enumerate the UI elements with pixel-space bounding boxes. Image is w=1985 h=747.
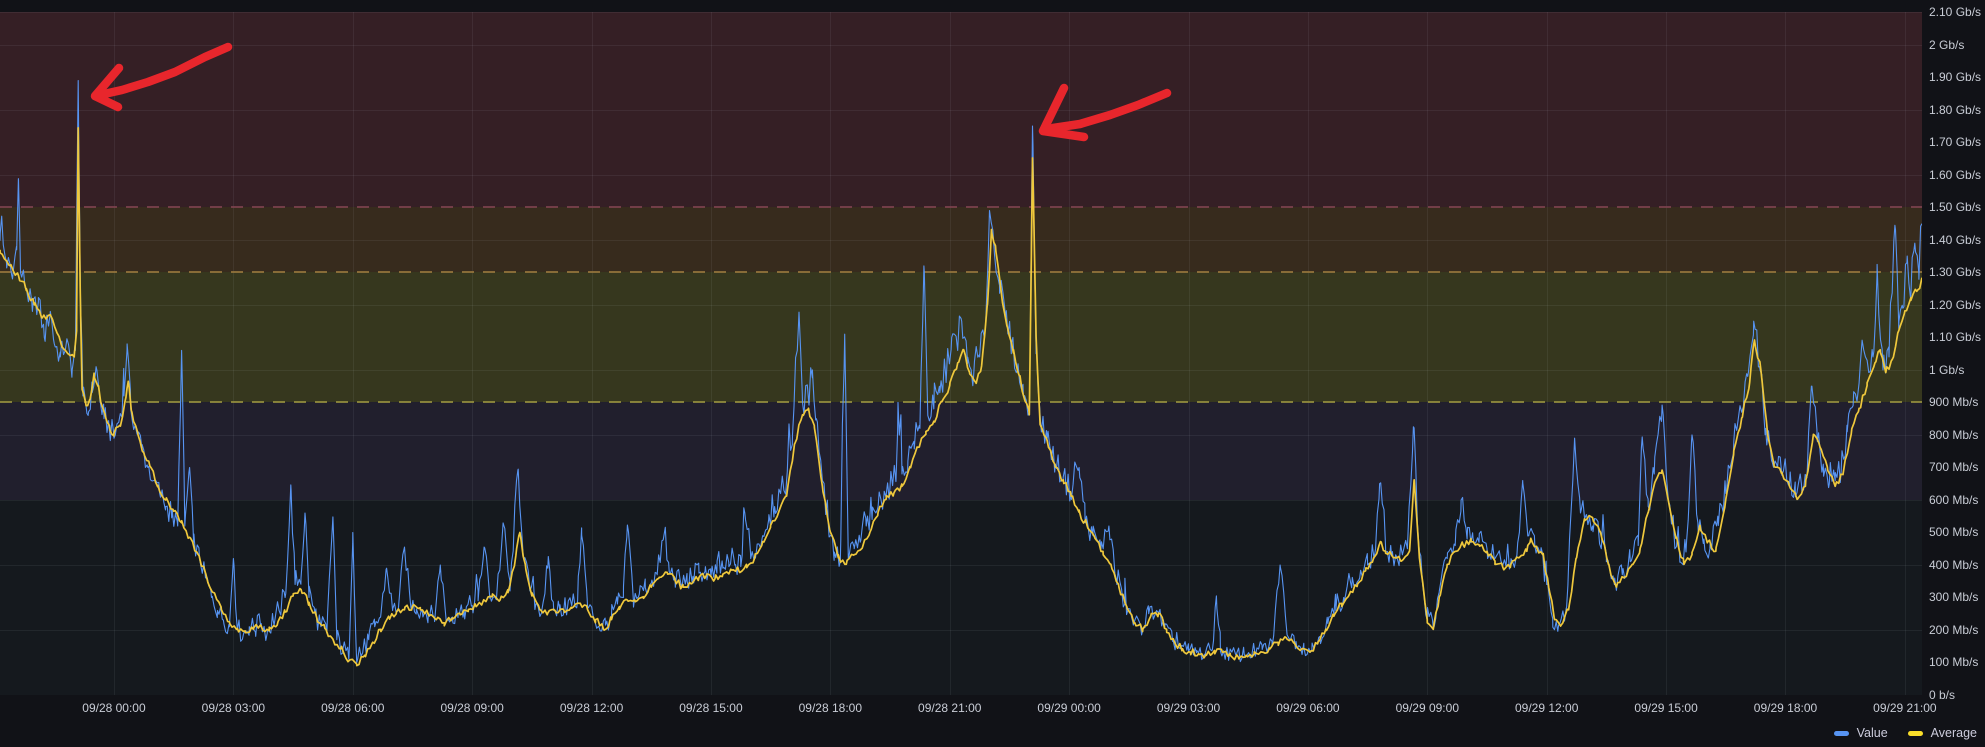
y-tick-label: 500 Mb/s bbox=[1929, 525, 1979, 540]
x-tick-label: 09/29 03:00 bbox=[1156, 701, 1221, 715]
legend-label-value: Value bbox=[1856, 726, 1888, 740]
v-gridline bbox=[113, 12, 115, 695]
x-tick-label: 09/29 15:00 bbox=[1634, 701, 1698, 715]
value-line bbox=[0, 80, 1922, 664]
y-tick-label: 1.10 Gb/s bbox=[1929, 330, 1982, 345]
legend: Value Average bbox=[1833, 726, 1977, 740]
x-tick-label: 09/29 12:00 bbox=[1515, 701, 1579, 715]
h-gridline bbox=[0, 369, 1922, 371]
h-gridline bbox=[0, 499, 1922, 501]
x-tick-label: 09/28 00:00 bbox=[82, 701, 146, 715]
h-gridline bbox=[0, 434, 1922, 436]
h-gridline bbox=[0, 304, 1922, 306]
x-tick-label: 09/28 15:00 bbox=[679, 701, 743, 715]
v-gridline bbox=[1785, 12, 1787, 695]
h-gridline bbox=[0, 629, 1922, 631]
threshold-line bbox=[0, 401, 1922, 404]
v-gridline bbox=[710, 12, 712, 695]
y-tick-label: 900 Mb/s bbox=[1929, 395, 1979, 410]
y-tick-label: 1.80 Gb/s bbox=[1929, 102, 1982, 117]
v-gridline bbox=[1427, 12, 1429, 695]
x-tick-label: 09/28 06:00 bbox=[321, 701, 385, 715]
threshold-line bbox=[0, 206, 1922, 209]
v-gridline bbox=[591, 12, 593, 695]
y-tick-label: 2 Gb/s bbox=[1929, 37, 1965, 52]
x-tick-label: 09/28 12:00 bbox=[559, 701, 624, 715]
threshold-line bbox=[0, 271, 1922, 274]
y-tick-label: 1.30 Gb/s bbox=[1929, 265, 1982, 280]
h-gridline bbox=[0, 564, 1922, 566]
y-tick-label: 1.70 Gb/s bbox=[1929, 135, 1982, 150]
y-tick-label: 400 Mb/s bbox=[1929, 557, 1979, 572]
legend-item-value[interactable]: Value bbox=[1833, 726, 1888, 740]
v-gridline bbox=[1069, 12, 1071, 695]
y-tick-label: 1.20 Gb/s bbox=[1929, 297, 1982, 312]
y-tick-label: 1.50 Gb/s bbox=[1929, 200, 1982, 215]
value-series-swatch-icon bbox=[1833, 730, 1849, 736]
legend-label-average: Average bbox=[1930, 726, 1977, 740]
v-gridline bbox=[1307, 12, 1309, 695]
v-gridline bbox=[1188, 12, 1190, 695]
y-tick-label: 100 Mb/s bbox=[1929, 655, 1979, 670]
x-tick-label: 09/28 03:00 bbox=[201, 701, 266, 715]
threshold-band bbox=[0, 402, 1922, 500]
v-gridline bbox=[1546, 12, 1548, 695]
y-tick-label: 0 b/s bbox=[1929, 688, 1956, 702]
x-tick-label: 09/29 21:00 bbox=[1873, 701, 1937, 715]
y-tick-label: 1.60 Gb/s bbox=[1929, 167, 1982, 182]
h-gridline bbox=[0, 109, 1922, 111]
y-tick-label: 600 Mb/s bbox=[1929, 492, 1979, 507]
y-tick-label: 800 Mb/s bbox=[1929, 427, 1979, 442]
x-tick-label: 09/29 06:00 bbox=[1276, 701, 1340, 715]
threshold-band bbox=[0, 12, 1922, 208]
x-tick-label: 09/29 18:00 bbox=[1753, 701, 1818, 715]
v-gridline bbox=[830, 12, 832, 695]
x-tick-label: 09/28 21:00 bbox=[918, 701, 982, 715]
v-gridline bbox=[233, 12, 235, 695]
x-tick-label: 09/29 00:00 bbox=[1037, 701, 1101, 715]
h-gridline bbox=[0, 239, 1922, 241]
v-gridline bbox=[472, 12, 474, 695]
y-tick-label: 300 Mb/s bbox=[1929, 590, 1979, 605]
y-tick-label: 200 Mb/s bbox=[1929, 622, 1979, 637]
x-tick-label: 09/29 09:00 bbox=[1395, 701, 1459, 715]
h-gridline bbox=[0, 174, 1922, 176]
x-tick-label: 09/28 09:00 bbox=[440, 701, 504, 715]
y-tick-label: 1.40 Gb/s bbox=[1929, 232, 1982, 247]
legend-item-average[interactable]: Average bbox=[1907, 726, 1977, 740]
y-tick-label: 2.10 Gb/s bbox=[1929, 5, 1982, 20]
average-line bbox=[0, 126, 1922, 667]
series-layer bbox=[0, 80, 1922, 667]
v-gridline bbox=[352, 12, 354, 695]
v-gridline bbox=[1666, 12, 1668, 695]
v-gridline bbox=[1904, 12, 1906, 695]
y-tick-label: 1.90 Gb/s bbox=[1929, 70, 1982, 85]
y-tick-label: 1 Gb/s bbox=[1929, 362, 1965, 377]
h-gridline bbox=[0, 44, 1922, 46]
h-gridline bbox=[0, 12, 1922, 14]
threshold-band bbox=[0, 272, 1922, 403]
threshold-band bbox=[0, 207, 1922, 273]
average-series-swatch-icon bbox=[1907, 730, 1923, 736]
y-tick-label: 700 Mb/s bbox=[1929, 460, 1979, 475]
x-tick-label: 09/28 18:00 bbox=[798, 701, 863, 715]
y-axis: 0 b/s 100 Mb/s 200 Mb/s 300 Mb/s 400 Mb/s 500… bbox=[1929, 0, 1985, 747]
plot-top-margin bbox=[0, 0, 1922, 13]
x-axis: 09/28 00:00 09/28 03:00 09/28 06:00 09/28 0… bbox=[0, 701, 1985, 721]
